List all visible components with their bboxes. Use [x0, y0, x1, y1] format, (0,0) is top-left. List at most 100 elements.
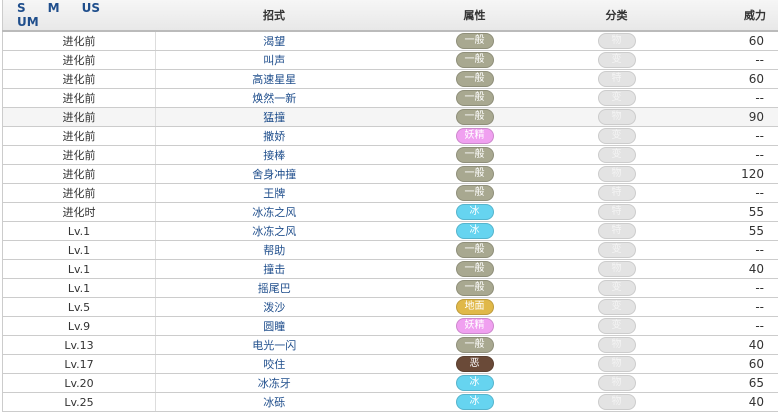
move-link[interactable]: 叫声	[155, 50, 393, 70]
type-badge[interactable]: 冰	[455, 394, 494, 410]
level-cell: Lv.1	[2, 259, 156, 279]
table-row: Lv.1 撞击 一般 物 40	[2, 259, 778, 279]
move-link[interactable]: 撞击	[155, 259, 393, 279]
tab-us[interactable]: US	[81, 1, 100, 15]
type-cell: 一般	[392, 145, 557, 165]
level-cell: Lv.1	[2, 240, 156, 260]
power-cell: --	[676, 240, 778, 260]
table-row: 进化时 冰冻之风 冰 特 55	[2, 202, 778, 222]
power-cell: --	[676, 278, 778, 298]
type-badge[interactable]: 妖精	[455, 318, 494, 334]
header-move: 招式	[155, 0, 393, 32]
category-badge: 变	[597, 90, 636, 106]
type-badge[interactable]: 妖精	[455, 128, 494, 144]
type-cell: 妖精	[392, 316, 557, 336]
category-cell: 物	[556, 259, 677, 279]
type-badge[interactable]: 一般	[455, 52, 494, 68]
category-cell: 物	[556, 335, 677, 355]
level-cell: 进化前	[2, 50, 156, 70]
level-cell: 进化前	[2, 107, 156, 127]
move-link[interactable]: 冰冻牙	[155, 373, 393, 393]
move-link[interactable]: 泼沙	[155, 297, 393, 317]
type-badge[interactable]: 一般	[455, 109, 494, 125]
generation-tabs: S M US UM	[2, 0, 156, 32]
type-cell: 一般	[392, 335, 557, 355]
move-link[interactable]: 摇尾巴	[155, 278, 393, 298]
type-badge[interactable]: 一般	[455, 71, 494, 87]
category-cell: 物	[556, 107, 677, 127]
category-cell: 变	[556, 316, 677, 336]
level-cell: 进化前	[2, 88, 156, 108]
power-cell: 55	[676, 202, 778, 222]
power-cell: 60	[676, 354, 778, 374]
category-cell: 变	[556, 126, 677, 146]
category-badge: 变	[597, 299, 636, 315]
power-cell: --	[676, 50, 778, 70]
table-row: 进化前 渴望 一般 物 60	[2, 31, 778, 51]
table-row: 进化前 王牌 一般 特 --	[2, 183, 778, 203]
table-row: Lv.1 冰冻之风 冰 特 55	[2, 221, 778, 241]
category-badge: 变	[597, 52, 636, 68]
type-cell: 一般	[392, 107, 557, 127]
move-link[interactable]: 焕然一新	[155, 88, 393, 108]
type-badge[interactable]: 地面	[455, 299, 494, 315]
type-badge[interactable]: 一般	[455, 185, 494, 201]
table-row: Lv.5 泼沙 地面 变 --	[2, 297, 778, 317]
power-cell: 60	[676, 31, 778, 51]
move-link[interactable]: 接棒	[155, 145, 393, 165]
table-row: 进化前 撒娇 妖精 变 --	[2, 126, 778, 146]
power-cell: 60	[676, 69, 778, 89]
move-link[interactable]: 冰冻之风	[155, 221, 393, 241]
type-cell: 一般	[392, 183, 557, 203]
move-link[interactable]: 电光一闪	[155, 335, 393, 355]
power-cell: --	[676, 297, 778, 317]
type-cell: 妖精	[392, 126, 557, 146]
type-badge[interactable]: 一般	[455, 33, 494, 49]
type-badge[interactable]: 一般	[455, 147, 494, 163]
move-link[interactable]: 王牌	[155, 183, 393, 203]
move-link[interactable]: 猛撞	[155, 107, 393, 127]
level-cell: 进化前	[2, 69, 156, 89]
type-badge[interactable]: 一般	[455, 261, 494, 277]
move-link[interactable]: 圆瞳	[155, 316, 393, 336]
type-badge[interactable]: 一般	[455, 90, 494, 106]
table-row: 进化前 焕然一新 一般 变 --	[2, 88, 778, 108]
header-category: 分类	[556, 0, 677, 32]
type-badge[interactable]: 冰	[455, 223, 494, 239]
category-cell: 变	[556, 145, 677, 165]
move-link[interactable]: 渴望	[155, 31, 393, 51]
type-badge[interactable]: 一般	[455, 242, 494, 258]
category-cell: 特	[556, 69, 677, 89]
table-row: 进化前 舍身冲撞 一般 物 120	[2, 164, 778, 184]
category-badge: 物	[597, 375, 636, 391]
tab-s[interactable]: S	[17, 1, 26, 15]
tab-m[interactable]: M	[47, 1, 60, 15]
type-badge[interactable]: 一般	[455, 166, 494, 182]
type-badge[interactable]: 恶	[455, 356, 494, 372]
type-cell: 地面	[392, 297, 557, 317]
type-cell: 一般	[392, 278, 557, 298]
move-link[interactable]: 高速星星	[155, 69, 393, 89]
type-badge[interactable]: 一般	[455, 337, 494, 353]
category-badge: 物	[597, 337, 636, 353]
type-cell: 一般	[392, 88, 557, 108]
move-link[interactable]: 咬住	[155, 354, 393, 374]
move-link[interactable]: 舍身冲撞	[155, 164, 393, 184]
type-cell: 一般	[392, 50, 557, 70]
move-link[interactable]: 冰冻之风	[155, 202, 393, 222]
move-link[interactable]: 撒娇	[155, 126, 393, 146]
category-badge: 物	[597, 394, 636, 410]
move-link[interactable]: 帮助	[155, 240, 393, 260]
type-badge[interactable]: 一般	[455, 280, 494, 296]
level-cell: Lv.5	[2, 297, 156, 317]
type-badge[interactable]: 冰	[455, 204, 494, 220]
category-badge: 特	[597, 223, 636, 239]
table-row: Lv.13 电光一闪 一般 物 40	[2, 335, 778, 355]
category-cell: 特	[556, 183, 677, 203]
type-cell: 冰	[392, 202, 557, 222]
category-badge: 物	[597, 33, 636, 49]
type-badge[interactable]: 冰	[455, 375, 494, 391]
tab-um[interactable]: UM	[17, 15, 39, 29]
move-link[interactable]: 冰砾	[155, 392, 393, 412]
type-cell: 冰	[392, 373, 557, 393]
